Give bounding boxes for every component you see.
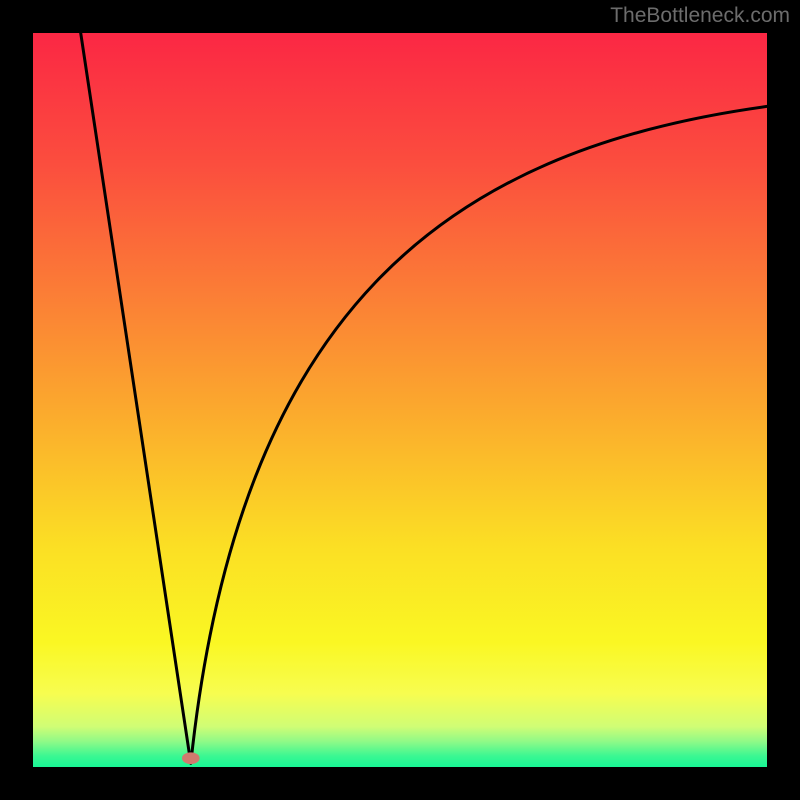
minimum-marker: [182, 752, 200, 764]
chart-svg: [33, 33, 767, 767]
gradient-background: [33, 33, 767, 767]
plot-area: [33, 33, 767, 767]
watermark-label: TheBottleneck.com: [610, 4, 790, 28]
chart-frame: TheBottleneck.com: [0, 0, 800, 800]
